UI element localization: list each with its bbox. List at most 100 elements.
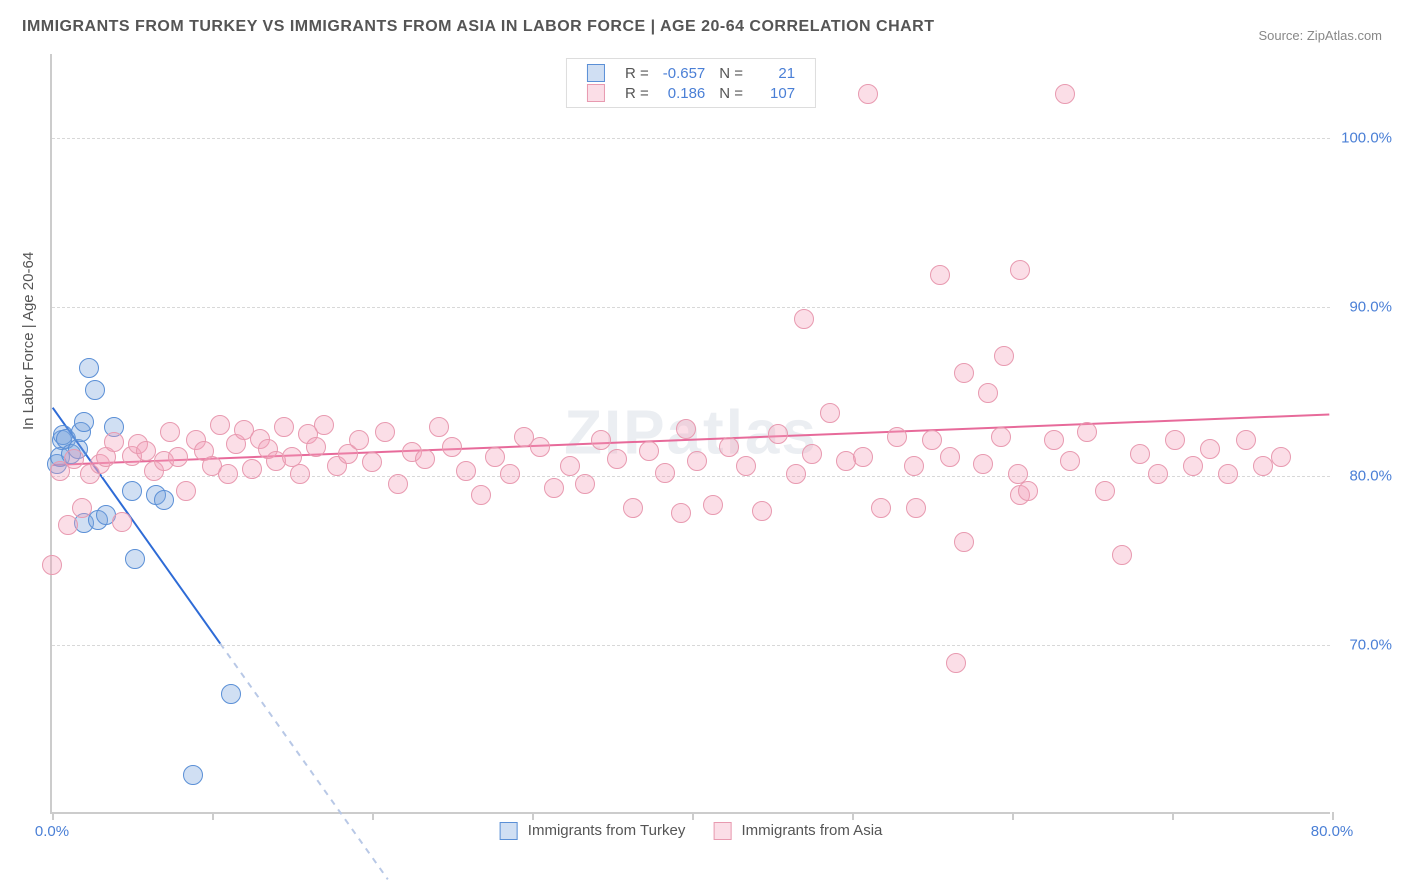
- turkey-point: [79, 358, 99, 378]
- asia-point: [703, 495, 723, 515]
- correlation-legend: R = -0.657 N = 21 R = 0.186 N = 107: [566, 58, 816, 108]
- asia-point: [752, 501, 772, 521]
- asia-point: [1060, 451, 1080, 471]
- asia-point: [973, 454, 993, 474]
- legend-item-asia: Immigrants from Asia: [713, 822, 882, 840]
- asia-point: [544, 478, 564, 498]
- turkey-point: [221, 684, 241, 704]
- asia-point: [415, 449, 435, 469]
- asia-point: [802, 444, 822, 464]
- asia-point: [112, 512, 132, 532]
- turkey-point: [183, 765, 203, 785]
- turkey-r-value: -0.657: [659, 63, 710, 83]
- turkey-swatch: [587, 64, 605, 82]
- asia-point: [858, 84, 878, 104]
- asia-point: [591, 430, 611, 450]
- asia-point: [1095, 481, 1115, 501]
- asia-point: [853, 447, 873, 467]
- gridline: [52, 307, 1330, 308]
- asia-point: [768, 424, 788, 444]
- turkey-point: [74, 412, 94, 432]
- asia-point: [1130, 444, 1150, 464]
- x-tick: [852, 812, 854, 820]
- asia-point: [104, 432, 124, 452]
- asia-r-value: 0.186: [659, 83, 710, 103]
- asia-point: [719, 437, 739, 457]
- asia-point: [687, 451, 707, 471]
- asia-point: [168, 447, 188, 467]
- asia-point: [72, 498, 92, 518]
- asia-point: [314, 415, 334, 435]
- asia-point: [362, 452, 382, 472]
- x-tick: [692, 812, 694, 820]
- chart-title: IMMIGRANTS FROM TURKEY VS IMMIGRANTS FRO…: [22, 18, 935, 36]
- asia-point: [530, 437, 550, 457]
- asia-point: [671, 503, 691, 523]
- asia-point: [954, 532, 974, 552]
- asia-swatch-icon: [713, 822, 731, 840]
- gridline: [52, 476, 1330, 477]
- asia-point: [954, 363, 974, 383]
- asia-point: [871, 498, 891, 518]
- asia-point: [218, 464, 238, 484]
- asia-point: [940, 447, 960, 467]
- asia-point: [290, 464, 310, 484]
- y-tick-label: 100.0%: [1341, 130, 1392, 147]
- asia-point: [1183, 456, 1203, 476]
- turkey-series-label: Immigrants from Turkey: [528, 822, 686, 839]
- asia-point: [471, 485, 491, 505]
- asia-point: [375, 422, 395, 442]
- x-tick: [1012, 812, 1014, 820]
- asia-point: [906, 498, 926, 518]
- asia-point: [160, 422, 180, 442]
- asia-point: [946, 653, 966, 673]
- asia-point: [500, 464, 520, 484]
- asia-swatch: [587, 84, 605, 102]
- series-legend: Immigrants from Turkey Immigrants from A…: [500, 822, 883, 840]
- asia-point: [575, 474, 595, 494]
- turkey-point: [154, 490, 174, 510]
- asia-point: [64, 449, 84, 469]
- asia-point: [485, 447, 505, 467]
- asia-point: [274, 417, 294, 437]
- y-tick-label: 80.0%: [1349, 468, 1392, 485]
- asia-point: [456, 461, 476, 481]
- asia-point: [991, 427, 1011, 447]
- asia-point: [930, 265, 950, 285]
- asia-point: [655, 463, 675, 483]
- asia-point: [1010, 260, 1030, 280]
- y-axis-label: In Labor Force | Age 20-64: [20, 252, 37, 430]
- asia-point: [242, 459, 262, 479]
- asia-point: [210, 415, 230, 435]
- legend-row-turkey: R = -0.657 N = 21: [583, 63, 799, 83]
- x-tick: [212, 812, 214, 820]
- turkey-point: [85, 380, 105, 400]
- asia-point: [820, 403, 840, 423]
- y-tick-label: 70.0%: [1349, 637, 1392, 654]
- asia-point: [887, 427, 907, 447]
- asia-point: [607, 449, 627, 469]
- asia-point: [429, 417, 449, 437]
- x-tick-label-first: 0.0%: [35, 823, 69, 840]
- asia-point: [904, 456, 924, 476]
- turkey-swatch-icon: [500, 822, 518, 840]
- asia-point: [176, 481, 196, 501]
- asia-point: [623, 498, 643, 518]
- y-tick-label: 90.0%: [1349, 299, 1392, 316]
- gridline: [52, 645, 1330, 646]
- asia-point: [442, 437, 462, 457]
- legend-row-asia: R = 0.186 N = 107: [583, 83, 799, 103]
- asia-point: [736, 456, 756, 476]
- asia-point: [58, 515, 78, 535]
- asia-point: [42, 555, 62, 575]
- turkey-n-value: 21: [753, 63, 799, 83]
- asia-point: [978, 383, 998, 403]
- source-label: Source: ZipAtlas.com: [1258, 28, 1382, 43]
- turkey-point: [125, 549, 145, 569]
- asia-point: [922, 430, 942, 450]
- asia-point: [794, 309, 814, 329]
- asia-series-label: Immigrants from Asia: [742, 822, 883, 839]
- asia-point: [1112, 545, 1132, 565]
- asia-point: [1218, 464, 1238, 484]
- asia-point: [1055, 84, 1075, 104]
